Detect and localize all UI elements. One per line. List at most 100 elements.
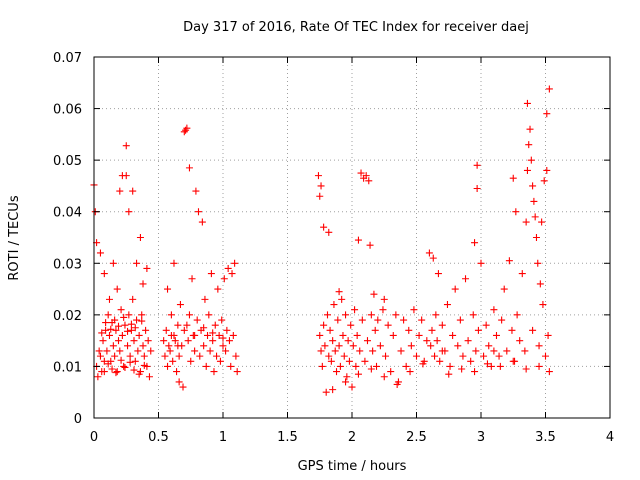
data-point	[188, 275, 196, 283]
data-point	[220, 275, 228, 283]
data-point	[366, 241, 374, 249]
data-point	[428, 326, 436, 334]
data-point	[160, 337, 168, 345]
data-point	[196, 352, 204, 360]
data-point	[134, 347, 142, 355]
data-point	[232, 352, 240, 360]
data-point	[164, 285, 172, 293]
data-point	[443, 301, 451, 309]
data-point	[193, 316, 201, 324]
data-point	[336, 362, 344, 370]
tick-layer: 0 0.5 1 1.5 2 2.5 3 3.5 4 0 0.01 0.02 0.03 0.04 0.05 0.…	[53, 51, 614, 445]
data-point	[109, 259, 117, 267]
data-point	[111, 352, 119, 360]
data-point	[349, 342, 357, 350]
data-point	[207, 270, 215, 278]
data-point	[127, 320, 135, 328]
data-point	[125, 208, 133, 216]
data-point	[135, 331, 143, 339]
data-point	[352, 362, 360, 370]
data-point	[451, 285, 459, 293]
data-point	[120, 362, 128, 370]
data-point	[523, 166, 531, 174]
data-point	[187, 357, 195, 365]
data-point	[492, 331, 500, 339]
data-point	[98, 329, 106, 337]
data-point	[314, 172, 322, 180]
x-tick-label: 2	[348, 430, 356, 445]
data-point	[113, 285, 121, 293]
data-point	[192, 187, 200, 195]
data-point	[498, 316, 506, 324]
data-point	[380, 295, 388, 303]
data-point	[397, 347, 405, 355]
data-point	[392, 311, 400, 319]
data-point	[544, 331, 552, 339]
data-point	[474, 326, 482, 334]
data-point	[538, 218, 546, 226]
grid-layer	[94, 57, 610, 418]
data-point	[367, 311, 375, 319]
data-point	[400, 316, 408, 324]
data-point	[543, 110, 551, 118]
data-point	[102, 326, 110, 334]
data-point	[138, 317, 146, 325]
data-point	[228, 270, 236, 278]
data-point	[222, 347, 230, 355]
data-point	[522, 365, 530, 373]
data-point	[425, 249, 433, 257]
data-point	[121, 321, 129, 329]
data-point	[467, 357, 475, 365]
data-point	[534, 259, 542, 267]
data-point	[108, 365, 116, 373]
data-point	[487, 362, 495, 370]
data-point	[490, 306, 498, 314]
data-point	[322, 388, 330, 396]
data-point	[229, 331, 237, 339]
data-point	[536, 280, 544, 288]
data-point	[202, 362, 210, 370]
data-point	[200, 342, 208, 350]
data-point	[382, 352, 390, 360]
data-point	[389, 331, 397, 339]
data-point	[139, 280, 147, 288]
data-point	[115, 337, 123, 345]
data-point	[121, 363, 129, 371]
data-point	[112, 369, 120, 377]
data-point	[165, 342, 173, 350]
x-tick-label: 1	[219, 430, 227, 445]
data-point	[116, 347, 124, 355]
data-point	[139, 342, 147, 350]
data-point	[326, 326, 334, 334]
data-point	[438, 321, 446, 329]
data-point	[100, 357, 108, 365]
data-point	[140, 352, 148, 360]
data-point	[523, 99, 531, 107]
data-point	[357, 169, 365, 177]
data-point	[438, 347, 446, 355]
y-tick-label: 0.01	[53, 360, 82, 375]
data-point	[103, 347, 111, 355]
data-point	[419, 360, 427, 368]
data-point	[321, 342, 329, 350]
data-point	[362, 172, 370, 180]
data-point	[147, 347, 155, 355]
data-point	[371, 326, 379, 334]
data-point	[131, 357, 139, 365]
data-point	[433, 337, 441, 345]
x-tick-label: 0	[90, 430, 98, 445]
data-point	[130, 366, 138, 374]
data-point	[214, 285, 222, 293]
data-point	[175, 378, 183, 386]
data-point	[174, 321, 182, 329]
data-point	[367, 365, 375, 373]
data-point	[327, 357, 335, 365]
data-point	[126, 352, 134, 360]
data-point	[342, 378, 350, 386]
data-point	[95, 347, 103, 355]
data-point	[329, 386, 337, 394]
data-point	[211, 321, 219, 329]
data-point	[512, 208, 520, 216]
data-point	[183, 124, 191, 132]
data-point	[508, 326, 516, 334]
